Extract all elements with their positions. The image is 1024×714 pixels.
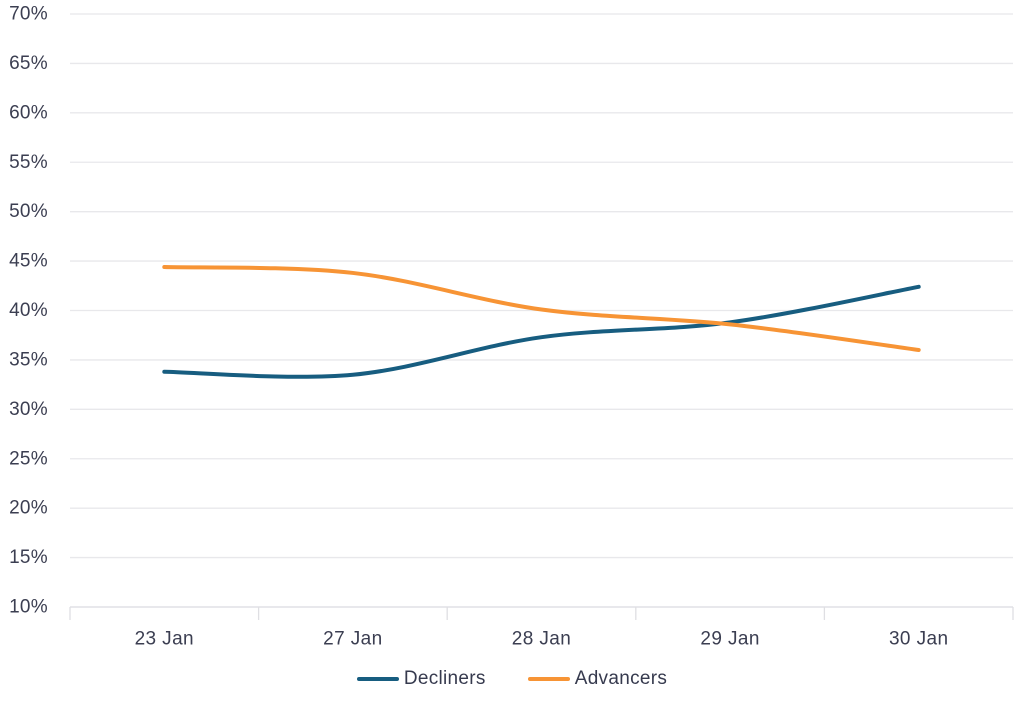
decliners-line-swatch: [356, 677, 399, 681]
x-axis-tick-label: 28 Jan: [512, 629, 571, 650]
x-axis-tick-label: 27 Jan: [323, 629, 382, 650]
legend-item-decliners[interactable]: Decliners: [356, 668, 486, 690]
y-axis-tick-label: 40%: [9, 300, 48, 321]
y-axis-tick-label: 50%: [9, 201, 48, 222]
y-axis-tick-label: 35%: [9, 349, 48, 370]
y-axis-tick-label: 25%: [9, 448, 48, 469]
y-axis-tick-label: 45%: [9, 251, 48, 272]
y-axis-tick-label: 65%: [9, 53, 48, 74]
x-axis-tick-label: 23 Jan: [135, 629, 194, 650]
chart-legend: Decliners Advancers: [0, 668, 1024, 690]
chart-plot-area: 70% 65% 60% 55% 50% 45% 40% 35% 30% 25% 20% 15% 10% 2…: [9, 4, 1014, 650]
y-axis-tick-label: 30%: [9, 399, 48, 420]
decliners-legend-label: Decliners: [403, 668, 486, 689]
legend-item-advancers[interactable]: Advancers: [527, 668, 668, 690]
y-axis-tick-label: 15%: [9, 547, 48, 568]
x-axis-tick-label: 29 Jan: [700, 629, 759, 650]
y-axis-tick-label: 20%: [9, 498, 48, 519]
y-axis-tick-label: 55%: [9, 152, 48, 173]
decliners-line: [162, 284, 921, 379]
advancers-line-swatch: [527, 677, 570, 681]
y-axis-tick-label: 10%: [9, 597, 48, 618]
advancers-line: [162, 265, 921, 353]
y-axis-tick-label: 60%: [9, 102, 48, 123]
x-axis-tick-label: 30 Jan: [889, 629, 948, 650]
advancers-legend-label: Advancers: [574, 668, 668, 689]
y-axis-tick-label: 70%: [9, 4, 48, 25]
